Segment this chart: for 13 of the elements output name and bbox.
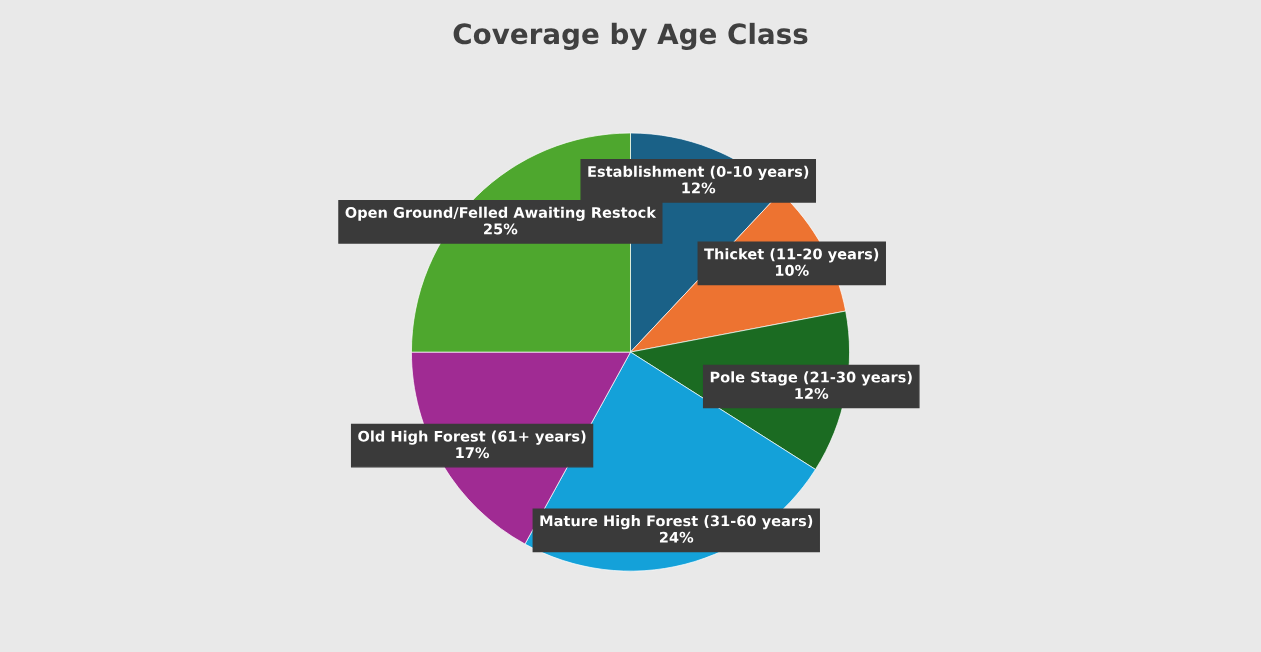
data-label: 12% xyxy=(795,387,829,400)
slice-label: Old High Forest (61+ years) xyxy=(358,430,586,445)
chart-title: Coverage by Age Class xyxy=(453,22,808,50)
data-label: 24% xyxy=(659,531,694,543)
data-label: 10% xyxy=(775,264,809,276)
slice-label: Mature High Forest (31-60 years) xyxy=(540,515,813,530)
data-label: 12% xyxy=(682,182,716,194)
slice-label: Establishment (0-10 years) xyxy=(588,165,809,180)
data-label: 17% xyxy=(456,447,490,459)
slice-label: Pole Stage (21-30 years) xyxy=(710,371,912,386)
slice-label: Thicket (11-20 years) xyxy=(704,248,879,263)
data-label: 25% xyxy=(484,223,518,235)
slice-label: Open Ground/Felled Awaiting Restock xyxy=(345,206,657,221)
